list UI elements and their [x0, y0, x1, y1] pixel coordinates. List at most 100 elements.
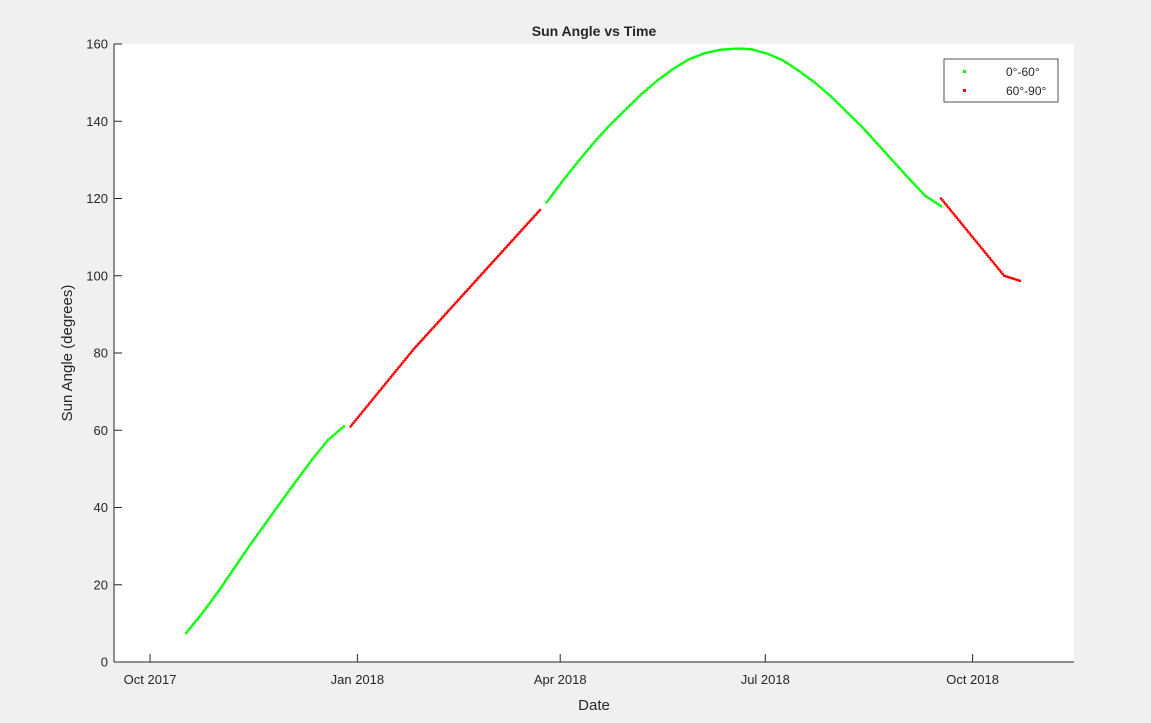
curve-marker	[997, 267, 1000, 270]
curve-marker	[902, 171, 905, 175]
curve-marker	[595, 138, 599, 141]
curve-marker	[778, 57, 781, 61]
curve-marker	[492, 259, 496, 262]
curve-marker	[859, 124, 862, 127]
curve-marker	[332, 434, 335, 437]
curve-marker	[555, 187, 559, 190]
curve-marker	[746, 47, 749, 51]
curve-marker	[906, 176, 910, 179]
curve-marker	[187, 628, 191, 631]
x-tick-label: Jan 2018	[331, 672, 385, 687]
x-axis-label: Date	[578, 697, 610, 714]
curve-marker	[689, 57, 692, 60]
curve-marker	[221, 584, 224, 587]
curve-marker	[571, 167, 574, 170]
curve-marker	[557, 185, 560, 188]
curve-marker	[825, 91, 829, 95]
data-point	[561, 179, 564, 183]
curve-marker	[568, 170, 571, 174]
curve-marker	[355, 418, 358, 421]
data-point	[248, 544, 251, 548]
curve-marker	[478, 275, 481, 278]
curve-marker	[525, 223, 529, 226]
curve-marker	[755, 49, 758, 52]
curve-marker	[409, 351, 413, 354]
curve-marker	[303, 468, 306, 472]
curve-marker	[723, 48, 726, 51]
y-tick-label: 0	[101, 655, 108, 670]
curve-marker	[936, 202, 939, 206]
curve-marker	[666, 71, 669, 75]
curve-marker	[385, 381, 388, 384]
curve-marker	[851, 116, 854, 119]
data-point	[624, 108, 627, 111]
curve-marker	[262, 524, 265, 528]
curve-marker	[1001, 272, 1004, 276]
curve-marker	[243, 552, 246, 555]
curve-marker	[566, 172, 570, 176]
curve-marker	[461, 294, 464, 297]
curve-marker	[673, 66, 677, 70]
curve-marker	[356, 416, 359, 419]
curve-marker	[297, 475, 301, 479]
curve-marker	[359, 412, 362, 416]
curve-marker	[947, 206, 950, 209]
curve-marker	[442, 314, 446, 318]
curve-marker	[446, 310, 450, 313]
series-red	[349, 197, 1022, 428]
curve-marker	[790, 65, 794, 68]
curve-marker	[402, 360, 405, 363]
curve-marker	[353, 419, 357, 423]
data-point	[718, 48, 722, 51]
curve-marker	[929, 198, 932, 201]
curve-marker	[246, 546, 250, 550]
y-tick-label: 40	[94, 500, 108, 515]
legend-box	[943, 58, 1059, 103]
curve-marker	[411, 349, 414, 353]
curve-marker	[282, 497, 285, 500]
curve-marker	[455, 300, 458, 303]
curve-marker	[511, 238, 514, 242]
curve-marker	[203, 608, 206, 612]
curve-marker	[432, 325, 435, 329]
data-point	[766, 52, 769, 55]
curve-marker	[462, 292, 466, 296]
curve-marker	[426, 332, 430, 335]
curve-marker	[235, 562, 239, 566]
curve-marker	[467, 287, 470, 291]
curve-marker	[520, 229, 523, 232]
curve-marker	[768, 53, 771, 56]
curve-marker	[512, 237, 516, 240]
curve-marker	[815, 82, 818, 86]
data-point	[263, 522, 267, 526]
curve-marker	[373, 395, 377, 398]
curve-marker	[324, 442, 327, 445]
curve-marker	[266, 519, 269, 522]
curve-marker	[827, 93, 831, 96]
curve-marker	[388, 377, 391, 381]
curve-marker	[856, 121, 859, 124]
curve-marker	[401, 361, 404, 365]
curve-marker	[271, 511, 275, 515]
curve-marker	[675, 65, 679, 68]
curve-marker	[601, 131, 604, 135]
curve-marker	[770, 54, 773, 57]
curve-marker	[871, 136, 874, 140]
curve-marker	[752, 48, 756, 52]
curve-marker	[961, 223, 964, 227]
curve-marker	[569, 169, 573, 172]
curve-marker	[546, 199, 550, 202]
curve-marker	[962, 225, 966, 228]
curve-marker	[931, 199, 934, 202]
y-tick-label: 100	[86, 268, 108, 283]
curve-marker	[817, 84, 820, 87]
curve-marker	[530, 218, 533, 221]
curve-marker	[211, 598, 214, 601]
data-point	[703, 52, 706, 55]
curve-marker	[597, 136, 600, 139]
curve-marker	[502, 248, 506, 251]
data-point	[522, 226, 526, 229]
curve-marker	[408, 353, 411, 356]
curve-marker	[215, 593, 218, 596]
curve-marker	[605, 127, 609, 130]
